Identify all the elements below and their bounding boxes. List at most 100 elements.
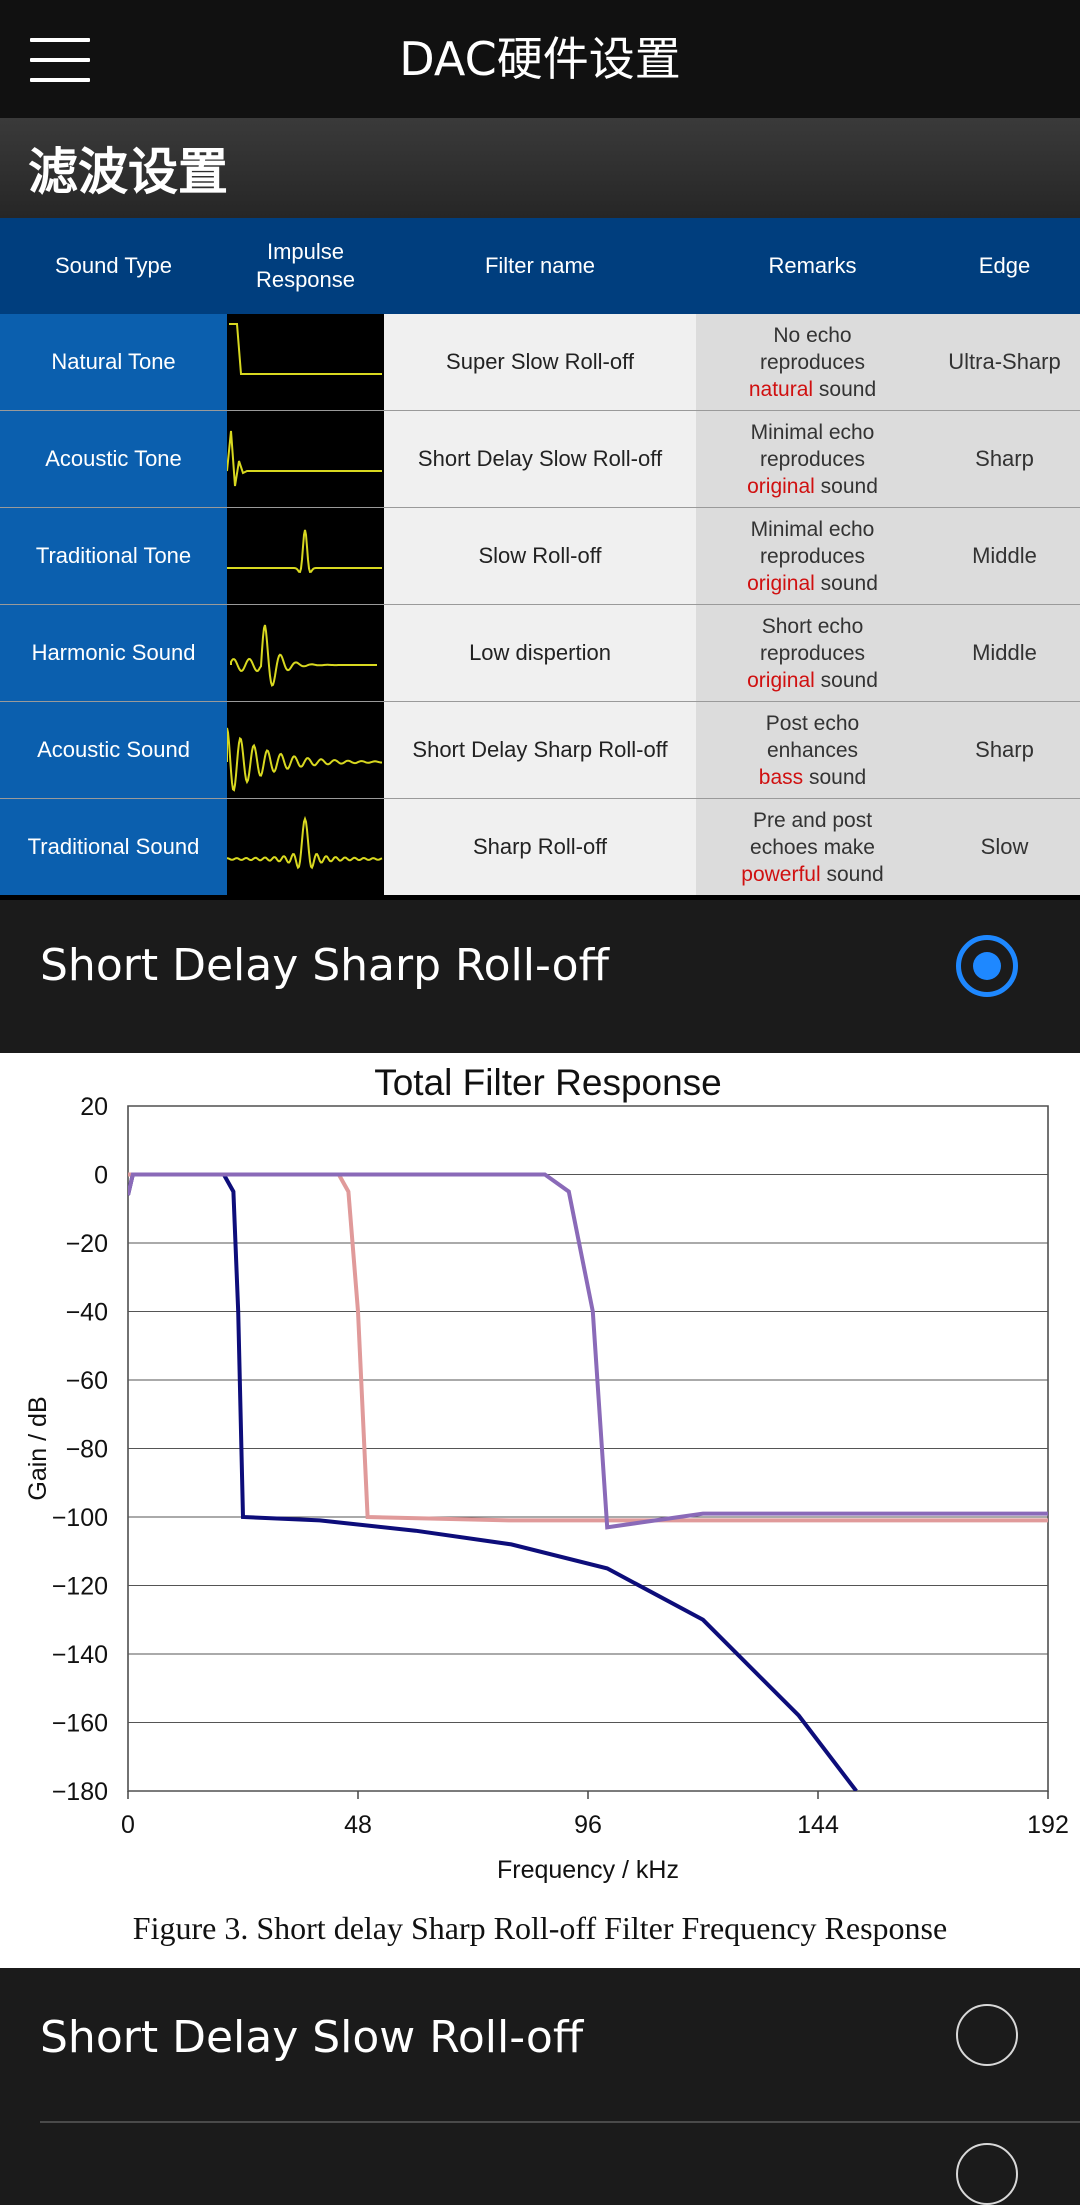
- header-filter-name: Filter name: [484, 253, 596, 278]
- remarks-highlight: original: [747, 474, 815, 498]
- remarks-line3: natural sound: [749, 376, 876, 403]
- y-tick-label: −180: [52, 1778, 108, 1806]
- series-line-3: [128, 1172, 1048, 1530]
- remarks-line1: Pre and post: [752, 808, 873, 832]
- filter-name-cell: Short Delay Slow Roll-off: [384, 411, 696, 507]
- remarks-line1: Short echo: [761, 614, 864, 638]
- table-row: Natural Tone Super Slow Roll-off No echo re…: [0, 314, 1080, 411]
- remarks-cell: Minimal echo reproduces original sound: [696, 508, 929, 604]
- app-title: DAC硬件设置: [399, 32, 681, 86]
- remarks-line3: bass sound: [759, 764, 866, 791]
- edge-cell: Ultra-Sharp: [929, 314, 1080, 410]
- table-header: Sound Type Impulse Response Filter name …: [0, 218, 1080, 314]
- sound-type-cell: Harmonic Sound: [0, 605, 227, 701]
- sound-type-cell: Traditional Sound: [0, 799, 227, 895]
- remarks-cell: Post echo enhances bass sound: [696, 702, 929, 798]
- remarks-line1: Minimal echo: [750, 517, 875, 541]
- impulse-waveform: [227, 529, 382, 573]
- y-tick-label: −60: [66, 1367, 108, 1395]
- x-tick-label: 0: [121, 1811, 135, 1839]
- section-title: 滤波设置: [28, 143, 228, 201]
- filter-name-cell: Low dispertion: [384, 605, 696, 701]
- y-tick-label: −80: [66, 1436, 108, 1464]
- filter-name-cell: Short Delay Sharp Roll-off: [384, 702, 696, 798]
- remarks-line1: Minimal echo: [750, 420, 875, 444]
- table-row: Acoustic Tone Short Delay Slow Roll-off Mi…: [0, 411, 1080, 508]
- remarks-line3: powerful sound: [741, 861, 883, 888]
- filter-name-cell: Super Slow Roll-off: [384, 314, 696, 410]
- impulse-response-icon: [227, 702, 384, 798]
- impulse-line: [227, 430, 382, 487]
- option-label: Short Delay Sharp Roll-off: [40, 940, 609, 991]
- remarks-line1: No echo: [773, 323, 852, 347]
- y-tick-label: −20: [66, 1230, 108, 1258]
- row-divider: [0, 701, 1080, 702]
- impulse-waveform: [227, 727, 382, 792]
- header-impulse-line2: Response: [255, 267, 356, 292]
- remarks-tail: sound: [818, 377, 877, 401]
- x-tick-label: 144: [797, 1811, 839, 1839]
- y-tick-label: −120: [52, 1573, 108, 1601]
- impulse-waveform: [230, 624, 377, 687]
- x-axis-label: Frequency / kHz: [497, 1856, 679, 1884]
- table-row: Acoustic Sound Short Delay Sharp Roll-off…: [0, 702, 1080, 799]
- hamburger-menu-icon[interactable]: [30, 38, 90, 84]
- edge-cell: Sharp: [929, 702, 1080, 798]
- remarks-line3: original sound: [747, 570, 878, 597]
- radio-unselected-icon[interactable]: [956, 2143, 1018, 2205]
- remarks-tail: sound: [808, 765, 867, 789]
- remarks-cell: Short echo reproduces original sound: [696, 605, 929, 701]
- row-divider: [0, 798, 1080, 799]
- impulse-line: [230, 624, 377, 687]
- y-tick-label: −40: [66, 1299, 108, 1327]
- remarks-highlight: powerful: [741, 862, 821, 886]
- remarks-cell: No echo reproduces natural sound: [696, 314, 929, 410]
- filter-name-cell: Slow Roll-off: [384, 508, 696, 604]
- radio-unselected-icon[interactable]: [956, 2004, 1018, 2066]
- impulse-line: [227, 815, 383, 870]
- y-tick-label: −140: [52, 1641, 108, 1669]
- radio-selected-icon[interactable]: [956, 935, 1018, 997]
- x-tick-label: 192: [1027, 1811, 1069, 1839]
- sound-type-cell: Acoustic Tone: [0, 411, 227, 507]
- remarks-highlight: original: [747, 571, 815, 595]
- header-remarks: Remarks: [768, 253, 857, 278]
- remarks-line2: reproduces: [759, 641, 866, 665]
- impulse-response-icon: [227, 799, 384, 895]
- impulse-waveform: [227, 430, 382, 487]
- y-tick-label: −160: [52, 1710, 108, 1738]
- edge-cell: Middle: [929, 508, 1080, 604]
- sound-type-cell: Traditional Tone: [0, 508, 227, 604]
- impulse-response-icon: [227, 508, 384, 604]
- filter-name-cell: Sharp Roll-off: [384, 799, 696, 895]
- table-row: Traditional Tone Slow Roll-off Minimal ech…: [0, 508, 1080, 605]
- option-label: Short Delay Slow Roll-off: [40, 2012, 584, 2063]
- impulse-waveform: [229, 323, 382, 375]
- filter-option[interactable]: Short Delay Slow Roll-off: [0, 1968, 1080, 2205]
- remarks-highlight: natural: [748, 377, 814, 401]
- y-tick-label: −100: [52, 1504, 108, 1532]
- impulse-response-icon: [227, 314, 384, 410]
- row-divider: [0, 410, 1080, 411]
- remarks-line3: original sound: [747, 473, 878, 500]
- impulse-response-icon: [227, 411, 384, 507]
- remarks-tail: sound: [820, 571, 878, 595]
- remarks-line2: echoes make: [750, 835, 875, 859]
- frequency-response-chart: 20 0 −20 −40 −60 −80 −100 −120 −140 −160 −180 0 48 96…: [24, 1062, 1069, 1884]
- y-tick-label: 20: [80, 1093, 108, 1121]
- header-impulse-line1: Impulse: [266, 239, 345, 264]
- table-row: Harmonic Sound Low dispertion Short echo re…: [0, 605, 1080, 702]
- filter-option-selected[interactable]: Short Delay Sharp Roll-off: [0, 900, 1080, 1053]
- top-app-bar: DAC硬件设置: [0, 0, 1080, 118]
- header-edge: Edge: [978, 253, 1031, 278]
- edge-cell: Sharp: [929, 411, 1080, 507]
- sound-type-cell: Acoustic Sound: [0, 702, 227, 798]
- impulse-line: [229, 323, 382, 375]
- chart-panel: 20 0 −20 −40 −60 −80 −100 −120 −140 −160 −180 0 48 96…: [0, 1053, 1080, 1968]
- remarks-line2: enhances: [766, 738, 859, 762]
- series-line-2: [128, 1172, 1048, 1523]
- table-row: Traditional Sound Sharp Roll-off Pre and p…: [0, 799, 1080, 896]
- chart-title: Total Filter Response: [374, 1062, 722, 1103]
- impulse-line: [227, 727, 382, 792]
- remarks-tail: sound: [820, 474, 878, 498]
